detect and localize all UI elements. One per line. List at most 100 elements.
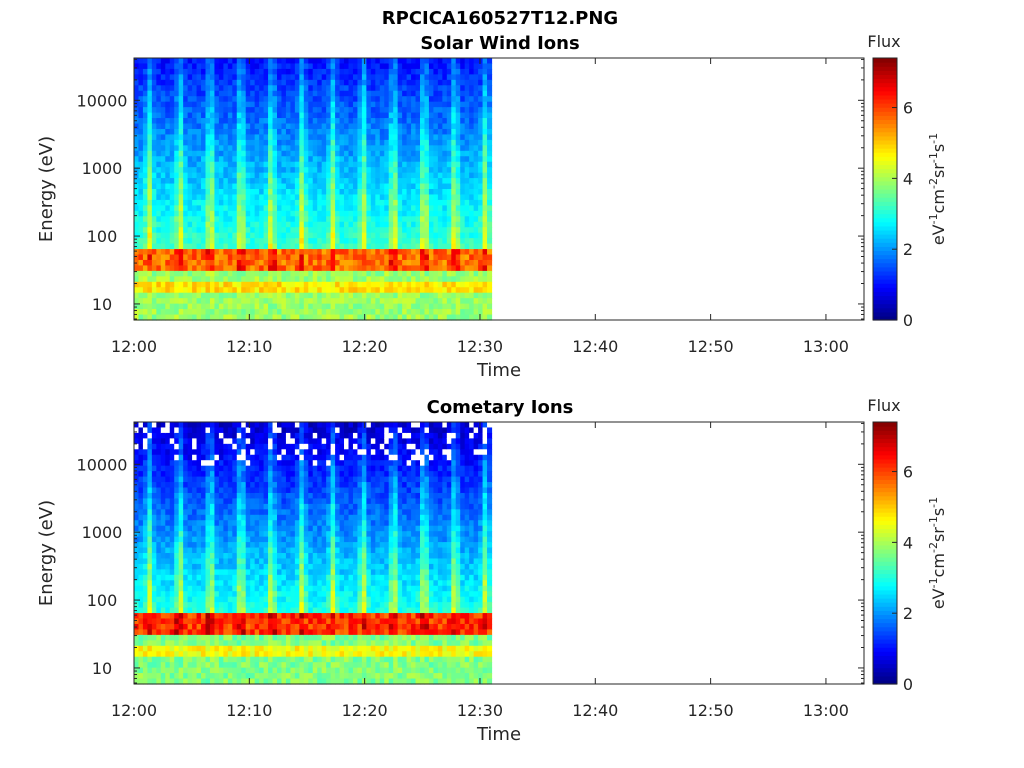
heatmap-cell: [209, 238, 216, 245]
heatmap-cell: [214, 254, 220, 261]
heatmap-cell: [272, 139, 278, 146]
heatmap-cell: [232, 199, 238, 206]
heatmap-cell: [455, 150, 461, 157]
heatmap-cell: [160, 673, 166, 680]
heatmap-cell: [196, 602, 202, 609]
heatmap-cell: [312, 189, 318, 196]
heatmap-cell: [156, 107, 162, 114]
heatmap-cell: [236, 74, 242, 81]
heatmap-cell: [236, 298, 242, 305]
heatmap-cell: [433, 156, 439, 163]
heatmap-cell: [455, 238, 461, 245]
heatmap-cell: [187, 662, 193, 669]
heatmap-cell: [201, 298, 207, 305]
colorbar-step: [873, 189, 897, 194]
heatmap-cell: [196, 454, 202, 461]
heatmap-cell: [428, 85, 435, 92]
heatmap-cell: [473, 314, 479, 321]
heatmap-cell: [303, 183, 309, 190]
heatmap-cell: [214, 645, 220, 652]
heatmap-cell: [411, 276, 417, 283]
heatmap-cell: [366, 243, 372, 250]
heatmap-cell: [420, 249, 426, 256]
heatmap-cell: [487, 227, 493, 234]
heatmap-cell: [272, 96, 278, 103]
heatmap-cell: [138, 618, 144, 625]
heatmap-cell: [142, 270, 149, 277]
heatmap-cell: [348, 85, 354, 92]
heatmap-cell: [281, 167, 287, 174]
heatmap-cell: [406, 178, 412, 185]
heatmap-cell: [424, 123, 430, 130]
heatmap-cell: [375, 128, 381, 136]
heatmap-cell: [424, 227, 430, 234]
heatmap-cell: [165, 90, 171, 97]
heatmap-cell: [241, 172, 247, 179]
heatmap-cell: [366, 128, 372, 136]
heatmap-cell: [223, 221, 229, 228]
heatmap-cell: [196, 509, 202, 516]
heatmap-cell: [487, 128, 493, 136]
heatmap-cell: [478, 68, 484, 75]
heatmap-cell: [160, 460, 166, 467]
heatmap-cell: [169, 662, 175, 669]
heatmap-cell: [393, 68, 399, 75]
heatmap-cell: [223, 422, 229, 429]
heatmap-cell: [165, 580, 171, 587]
heatmap-cell: [312, 243, 318, 250]
heatmap-cell: [299, 265, 305, 272]
heatmap-cell: [169, 270, 175, 277]
heatmap-cell: [192, 422, 198, 429]
heatmap-cell: [415, 292, 421, 299]
heatmap-cell: [187, 449, 193, 456]
heatmap-cell: [174, 640, 180, 647]
heatmap-cell: [183, 602, 189, 609]
heatmap-cell: [352, 161, 359, 168]
heatmap-cell: [138, 270, 144, 277]
heatmap-cell: [183, 68, 189, 75]
heatmap-cell: [277, 298, 283, 305]
heatmap-cell: [299, 128, 305, 136]
heatmap-cell: [227, 139, 233, 146]
heatmap-cell: [218, 531, 224, 538]
heatmap-cell: [446, 107, 452, 114]
heatmap-cell: [393, 123, 399, 130]
heatmap-cell: [397, 249, 403, 256]
heatmap-cell: [375, 243, 381, 250]
heatmap-cell: [169, 427, 175, 434]
heatmap-cell: [214, 607, 220, 614]
heatmap-cell: [348, 292, 354, 299]
heatmap-cell: [312, 227, 318, 234]
heatmap-cell: [218, 651, 224, 658]
heatmap-cell: [393, 90, 399, 97]
heatmap-cell: [174, 123, 180, 130]
heatmap-cell: [335, 145, 341, 152]
heatmap-cell: [415, 101, 421, 108]
heatmap-cell: [312, 298, 318, 305]
heatmap-cell: [424, 309, 430, 316]
heatmap-cell: [223, 58, 229, 65]
heatmap-cell: [482, 74, 488, 81]
heatmap-cell: [415, 172, 421, 179]
heatmap-cell: [375, 183, 381, 190]
heatmap-cell: [142, 585, 149, 592]
heatmap-cell: [147, 580, 153, 587]
heatmap-cell: [406, 303, 412, 310]
heatmap-cell: [299, 309, 305, 316]
heatmap-cell: [402, 128, 408, 136]
heatmap-cell: [196, 68, 202, 75]
heatmap-cell: [375, 123, 381, 130]
heatmap-cell: [317, 238, 323, 245]
heatmap-cell: [294, 309, 300, 316]
heatmap-cell: [214, 58, 220, 65]
heatmap-cell: [134, 314, 140, 321]
heatmap-cell: [464, 118, 470, 125]
heatmap-cell: [214, 465, 220, 472]
heatmap-cell: [134, 542, 140, 549]
heatmap-cell: [178, 613, 184, 620]
heatmap-cell: [236, 156, 242, 163]
heatmap-cell: [379, 167, 385, 174]
heatmap-cell: [402, 79, 408, 86]
heatmap-cell: [437, 265, 443, 272]
heatmap-cell: [420, 134, 426, 141]
